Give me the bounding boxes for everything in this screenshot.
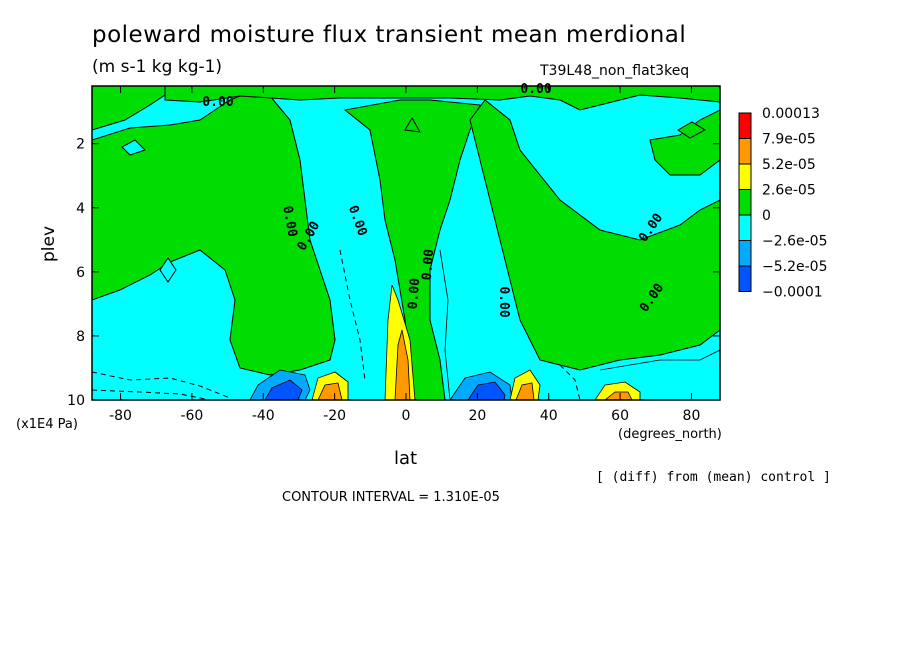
positive-high-north-2 bbox=[604, 391, 633, 400]
x-tick-label: 0 bbox=[402, 408, 411, 424]
legend-swatch bbox=[738, 265, 752, 292]
x-tick-label: 80 bbox=[683, 408, 701, 424]
y-tick-label: 6 bbox=[76, 265, 85, 281]
dashed-contour-south-2 bbox=[92, 389, 211, 400]
legend-swatch bbox=[738, 112, 752, 139]
positive-region-top-band bbox=[164, 86, 720, 111]
y-axis-label: plev bbox=[39, 226, 59, 262]
legend-label: −2.6e-05 bbox=[762, 234, 827, 250]
positive-blob-top bbox=[404, 117, 421, 133]
x-tick-label: 60 bbox=[611, 408, 629, 424]
legend-swatch bbox=[738, 163, 752, 190]
run-id-label: T39L48_non_flat3keq bbox=[540, 63, 690, 79]
solid-contour-center bbox=[439, 249, 451, 400]
dashed-contour-south bbox=[92, 371, 231, 399]
negative-blob-south bbox=[121, 139, 146, 156]
chart-units: (m s-1 kg kg-1) bbox=[92, 57, 223, 77]
solid-contour-north bbox=[599, 349, 720, 371]
legend-swatch bbox=[738, 240, 752, 267]
positive-high-south bbox=[317, 382, 343, 400]
positive-region-north bbox=[469, 99, 720, 371]
y-tick-label: 4 bbox=[76, 201, 85, 217]
x-tick-label: 20 bbox=[468, 408, 486, 424]
contour-label: 0.00 bbox=[279, 205, 299, 239]
x-tick-label: -40 bbox=[252, 408, 275, 424]
contour-label: 0.00 bbox=[520, 82, 551, 97]
legend-label: 5.2e-05 bbox=[762, 157, 816, 173]
negative-blob-south-2 bbox=[159, 257, 177, 283]
contour-field bbox=[92, 86, 720, 400]
legend-label: 7.9e-05 bbox=[762, 132, 816, 148]
x-axis: -80 -60 -40 -20 0 20 40 60 80 bbox=[109, 86, 700, 424]
x-axis-label: lat bbox=[394, 448, 417, 469]
color-legend: 0.00013 7.9e-05 5.2e-05 2.6e-05 0 −2.6e-05 −5.… bbox=[738, 106, 827, 301]
x-tick-label: -20 bbox=[323, 408, 346, 424]
x-tick-label: 40 bbox=[540, 408, 558, 424]
y-axis-unit: (x1E4 Pa) bbox=[16, 417, 78, 432]
legend-label: 0 bbox=[762, 208, 771, 224]
y-axis: 2 4 6 8 10 bbox=[67, 137, 720, 409]
x-tick-label: -80 bbox=[109, 408, 132, 424]
y-tick-label: 10 bbox=[67, 393, 85, 409]
legend-label: 2.6e-05 bbox=[762, 183, 816, 199]
positive-high-center bbox=[394, 329, 411, 400]
legend-label: 0.00013 bbox=[762, 106, 820, 122]
positive-region-south-polar-2 bbox=[92, 95, 336, 376]
legend-swatch bbox=[738, 189, 752, 216]
y-tick-label: 2 bbox=[76, 137, 85, 153]
negative-high-south bbox=[264, 379, 303, 400]
positive-high-north bbox=[515, 382, 535, 400]
contour-label: 0.00 bbox=[496, 286, 511, 317]
contour-label: 0.00 bbox=[420, 248, 438, 281]
y-tick-label: 8 bbox=[76, 329, 85, 345]
dashed-contour-center bbox=[339, 249, 366, 381]
x-tick-label: -60 bbox=[180, 408, 203, 424]
positive-region-south-polar bbox=[92, 86, 171, 131]
diff-note: [ (diff) from (mean) control ] bbox=[596, 470, 831, 485]
chart-title: poleward moisture flux transient mean me… bbox=[92, 22, 687, 48]
x-axis-unit: (degrees_north) bbox=[618, 427, 722, 442]
legend-label: −0.0001 bbox=[762, 285, 823, 301]
dashed-contour-north bbox=[559, 364, 581, 400]
contour-label: 0.00 bbox=[202, 95, 233, 110]
legend-label: −5.2e-05 bbox=[762, 259, 827, 275]
legend-swatch bbox=[738, 138, 752, 165]
legend-swatch bbox=[738, 214, 752, 241]
positive-blob-north-polar bbox=[677, 121, 707, 139]
contour-interval: CONTOUR INTERVAL = 1.310E-05 bbox=[282, 490, 500, 505]
contour-label: 0.00 bbox=[406, 277, 424, 310]
